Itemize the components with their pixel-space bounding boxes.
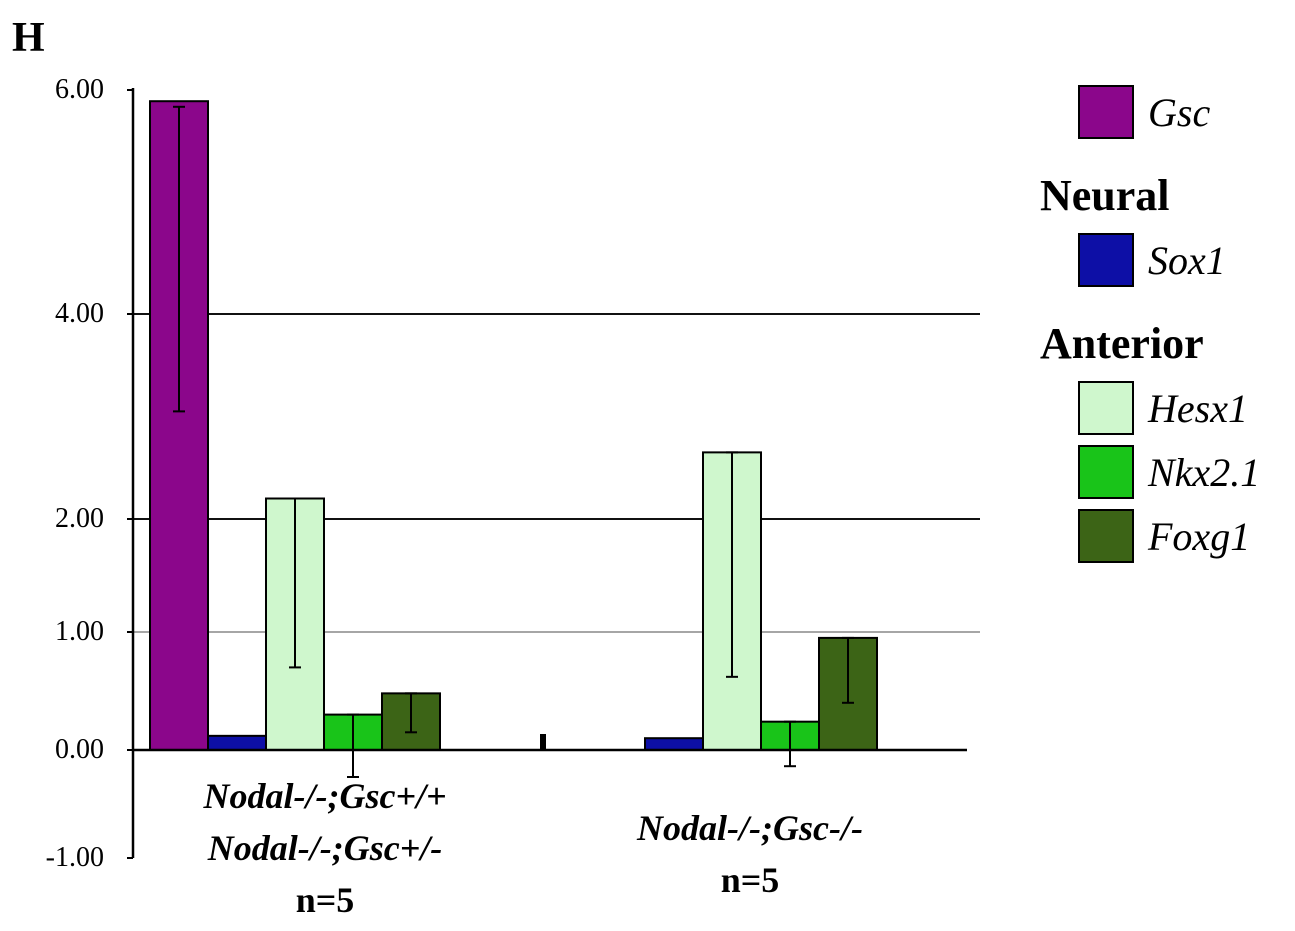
legend-item-gsc: Gsc	[1040, 80, 1290, 144]
legend-label-hesx1: Hesx1	[1148, 385, 1248, 431]
y-tick-label: 2.00	[55, 503, 104, 534]
legend-item-nkx2-1: Nkx2.1	[1040, 440, 1290, 504]
legend-swatch-nkx2-1	[1078, 445, 1134, 499]
y-tick-label: 6.00	[55, 74, 104, 105]
legend: Gsc Neural Sox1 Anterior Hesx1 Nkx2.1 Fo…	[1040, 80, 1290, 568]
legend-swatch-sox1	[1078, 233, 1134, 287]
category-label: n=5	[721, 860, 780, 900]
legend-swatch-gsc	[1078, 85, 1134, 139]
legend-label-nkx2-1: Nkx2.1	[1148, 449, 1261, 495]
legend-item-hesx1: Hesx1	[1040, 376, 1290, 440]
category-label: Nodal-/-;Gsc+/+	[203, 776, 447, 816]
category-label: Nodal-/-;Gsc+/-	[207, 828, 442, 868]
bar-sox1	[207, 734, 267, 752]
legend-item-sox1: Sox1	[1040, 228, 1290, 292]
legend-heading-anterior: Anterior	[1040, 319, 1204, 368]
y-tick-label: 1.00	[55, 616, 104, 647]
category-label: Nodal-/-;Gsc-/-	[636, 808, 863, 848]
legend-item-foxg1: Foxg1	[1040, 504, 1290, 568]
legend-label-gsc: Gsc	[1148, 89, 1211, 135]
legend-swatch-hesx1	[1078, 381, 1134, 435]
y-tick-label: -1.00	[46, 842, 104, 873]
panel-label: H	[12, 15, 45, 61]
y-tick-label: 0.00	[55, 734, 104, 765]
group-separator-mark	[540, 734, 546, 750]
legend-label-sox1: Sox1	[1148, 237, 1226, 283]
y-tick-label: 4.00	[55, 298, 104, 329]
bar-sox1	[644, 737, 704, 752]
legend-swatch-foxg1	[1078, 509, 1134, 563]
legend-label-foxg1: Foxg1	[1148, 513, 1251, 559]
bar-chart: -1.00 0.00 1.00 2.00 4.00 6.00 Nodal-/-;Gsc+/+…	[46, 74, 980, 920]
category-label: n=5	[296, 880, 355, 920]
bar-gsc	[149, 100, 209, 751]
legend-heading-neural: Neural	[1040, 171, 1170, 220]
